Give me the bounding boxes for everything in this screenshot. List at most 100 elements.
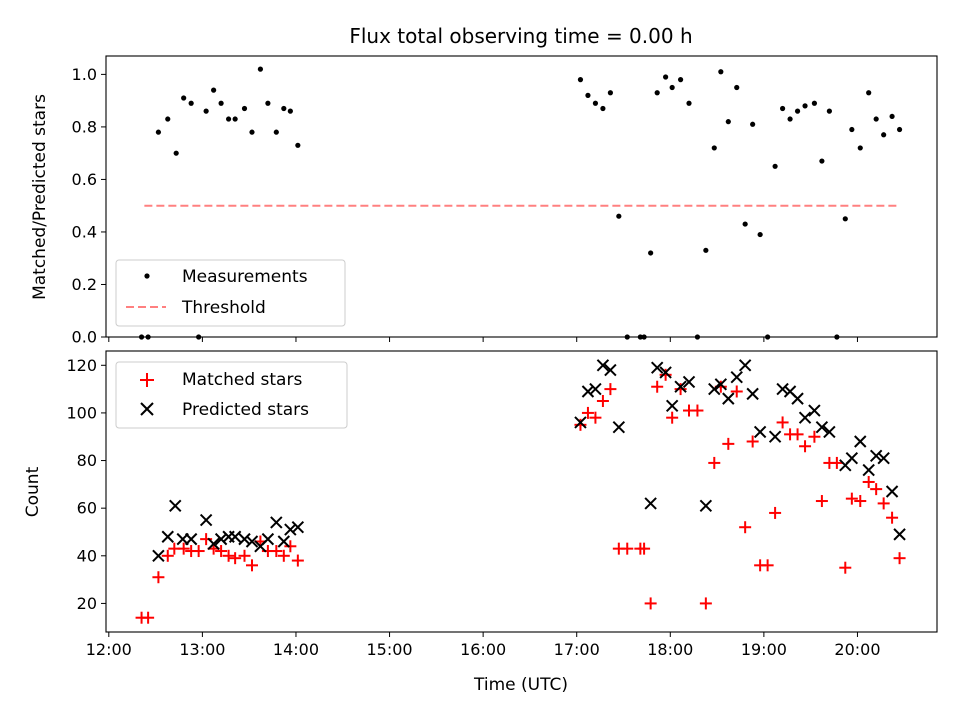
predicted-stars-point <box>854 435 867 448</box>
matched-stars-point <box>222 549 235 562</box>
matched-stars-point <box>245 559 258 572</box>
matched-stars-point <box>152 571 165 584</box>
measurements-point <box>600 105 606 112</box>
count-y-tick-label: 120 <box>66 356 97 375</box>
count-x-tick-label: 12:00 <box>86 640 132 659</box>
matched-stars-point <box>839 561 852 574</box>
measurements-point <box>711 145 717 151</box>
count-x-tick-label: 17:00 <box>554 640 600 659</box>
predicted-stars-point <box>714 378 728 391</box>
ratio-x-axis <box>108 337 858 342</box>
measurements-point <box>265 100 271 106</box>
predicted-stars-point <box>665 399 679 412</box>
count-x-tick-label: 13:00 <box>179 640 225 659</box>
count-panel: 20 40 60 80 100 120 12:00 13:00 14:00 15:00 16:00… <box>23 350 938 695</box>
measurements-point <box>819 158 825 164</box>
matched-stars-point <box>722 437 735 450</box>
measurements-point <box>232 116 238 122</box>
matched-stars-point <box>830 456 843 469</box>
ratio-legend: Measurements Threshold <box>115 259 346 327</box>
measurements-point <box>857 145 863 151</box>
matched-stars-point <box>699 597 712 610</box>
matched-stars-point <box>161 549 174 562</box>
measurements-point <box>648 250 654 256</box>
matched-stars-point <box>776 416 789 429</box>
measurements-point <box>287 108 293 114</box>
predicted-stars-point <box>214 532 228 546</box>
count-x-tick-label: 20:00 <box>834 640 880 659</box>
predicted-stars-point <box>245 535 259 548</box>
matched-stars-point <box>769 506 782 519</box>
threshold-legend-label: Threshold <box>181 298 266 318</box>
measurements-point <box>592 100 599 106</box>
matched-stars-point <box>862 475 875 488</box>
predicted-stars-point <box>284 523 297 536</box>
matched-stars-point <box>815 495 828 508</box>
predicted-stars-legend-label: Predicted stars <box>182 400 309 420</box>
measurements-point <box>742 221 748 227</box>
predicted-stars-point <box>589 382 602 396</box>
measurements-point <box>663 74 669 80</box>
measurements-point <box>281 105 287 112</box>
predicted-stars-point <box>644 497 657 510</box>
matched-stars-point <box>277 549 290 562</box>
count-x-tick-label: 14:00 <box>273 640 319 659</box>
matched-stars-point <box>845 492 858 505</box>
count-y-tick-label: 80 <box>77 451 97 470</box>
matched-stars-point <box>886 511 899 524</box>
ratio-axes-frame <box>105 55 938 338</box>
measurements-point <box>718 69 724 75</box>
measurements-point <box>225 116 232 122</box>
ratio-y-tick-label: 0.6 <box>72 170 97 189</box>
predicted-stars-point <box>169 499 182 512</box>
predicted-stars-point <box>823 425 836 439</box>
matched-stars-point <box>799 440 812 453</box>
predicted-stars-point <box>708 382 721 396</box>
count-x-tick-label: 19:00 <box>741 640 787 659</box>
predicted-stars-point <box>845 451 859 465</box>
measurements-point <box>677 77 684 83</box>
measurements-point <box>849 126 855 133</box>
measurements-point <box>165 116 171 122</box>
predicted-stars-point <box>862 463 875 477</box>
predicted-stars-point <box>798 411 812 424</box>
measurements-point <box>787 116 793 122</box>
count-y-tick-label: 40 <box>77 546 97 565</box>
matched-stars-point <box>644 597 657 610</box>
measurements-point <box>811 100 818 106</box>
predicted-stars-point <box>574 416 587 429</box>
predicted-stars-point <box>682 375 696 389</box>
matched-stars-point <box>761 559 774 572</box>
matched-stars-point <box>215 545 228 558</box>
matched-stars-point <box>739 521 752 534</box>
measurements-point <box>257 66 264 72</box>
ratio-y-axis: 0.0 0.2 0.4 0.6 0.8 1.0 <box>72 65 106 347</box>
matched-stars-point <box>730 385 743 398</box>
predicted-stars-point <box>768 430 782 443</box>
predicted-stars-point <box>152 549 165 563</box>
predicted-stars-point <box>722 392 735 405</box>
chart-title: Flux total observing time = 0.00 h <box>349 24 692 48</box>
matched-stars-point <box>581 406 594 419</box>
matched-stars-point <box>574 418 587 431</box>
matched-stars-point <box>791 428 804 441</box>
predicted-stars-point <box>877 451 890 465</box>
measurements-point <box>211 87 217 93</box>
predicted-stars-point <box>161 530 174 543</box>
measurements-point <box>794 108 801 114</box>
predicted-stars-point <box>650 361 664 374</box>
predicted-stars-point <box>808 404 821 417</box>
matched-stars-point <box>870 483 883 496</box>
measurements-point <box>779 105 786 112</box>
matched-stars-point <box>291 554 304 567</box>
ratio-panel: 0.0 0.2 0.4 0.6 0.8 1.0 Matched/Predicted sta… <box>30 55 938 347</box>
ratio-y-tick-label: 0.0 <box>72 328 97 347</box>
predicted-stars-point <box>885 485 899 498</box>
predicted-stars-point <box>746 387 759 401</box>
predicted-stars-point <box>776 382 789 396</box>
matched-stars-legend-label: Matched stars <box>182 370 302 390</box>
measurements-point <box>881 132 887 138</box>
predicted-stars-point <box>869 449 883 462</box>
measurements-point <box>772 163 778 169</box>
